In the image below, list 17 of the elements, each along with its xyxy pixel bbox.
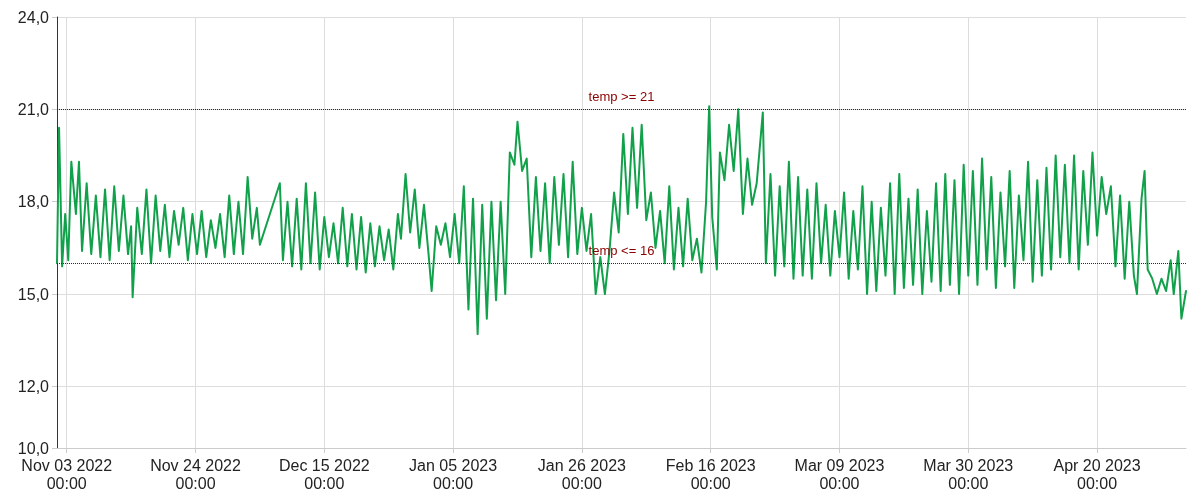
y-tick-label: 18,0: [17, 193, 50, 211]
y-tick-label: 21,0: [17, 100, 50, 118]
x-tick-label: Jan 26 2023 00:00: [537, 456, 627, 492]
y-tick-label: 15,0: [17, 285, 50, 303]
line-series: [56, 105, 1187, 336]
x-tick-label: Nov 03 2022 00:00: [21, 456, 113, 492]
x-tick-label: Nov 24 2022 00:00: [150, 456, 241, 492]
x-tick-label: Mar 09 2023 00:00: [794, 456, 885, 492]
x-tick-label: Feb 16 2023 00:00: [665, 456, 756, 492]
x-tick-label: Mar 30 2023 00:00: [923, 456, 1014, 492]
x-tick-label: Jan 05 2023 00:00: [409, 456, 498, 492]
y-tick-label: 12,0: [17, 377, 50, 395]
y-tick-label: 24,0: [17, 8, 50, 26]
ref-line-label: temp >= 21: [588, 89, 655, 105]
x-tick-label: Apr 20 2023 00:00: [1053, 456, 1141, 492]
y-tick-label: 10,0: [17, 439, 50, 457]
x-tick-label: Dec 15 2022 00:00: [278, 456, 370, 492]
